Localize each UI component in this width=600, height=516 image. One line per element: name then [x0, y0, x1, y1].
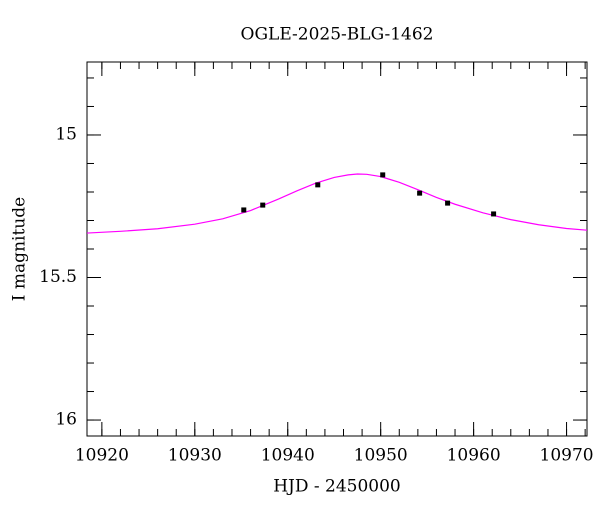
chart-title: OGLE-2025-BLG-1462	[241, 25, 434, 45]
x-tick-label: 10970	[540, 446, 594, 466]
x-tick-label: 10950	[354, 446, 408, 466]
y-tick-label: 15.5	[39, 267, 77, 287]
data-point	[260, 202, 266, 208]
y-tick-label: 15	[55, 124, 77, 144]
data-point	[315, 182, 321, 188]
data-point	[241, 207, 247, 213]
x-axis-label: HJD - 2450000	[273, 477, 401, 497]
x-tick-label: 10940	[261, 446, 315, 466]
model-curve	[86, 173, 588, 234]
plot-frame	[86, 61, 588, 437]
y-tick-label: 16	[55, 410, 77, 430]
y-axis-label: I magnitude	[10, 197, 30, 301]
x-tick-label: 10920	[75, 446, 129, 466]
data-point	[445, 200, 451, 206]
data-point	[491, 211, 497, 217]
x-tick-label: 10930	[168, 446, 222, 466]
x-tick-label: 10960	[447, 446, 501, 466]
data-point	[380, 172, 386, 178]
data-point	[417, 190, 423, 196]
